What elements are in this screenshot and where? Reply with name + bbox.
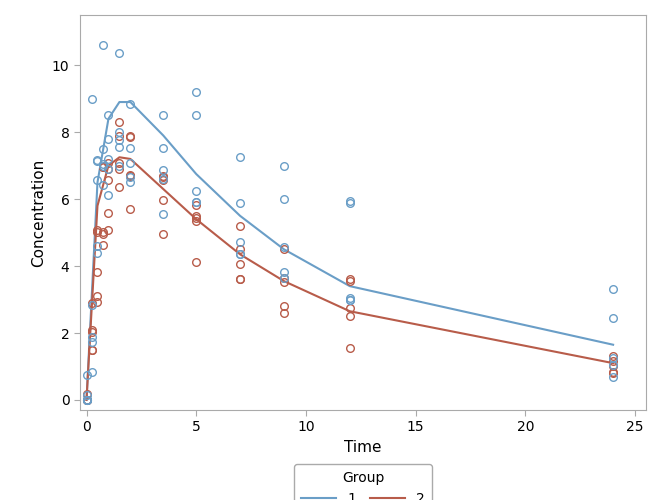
X-axis label: Time: Time bbox=[344, 440, 382, 455]
Legend: 1, 2: 1, 2 bbox=[294, 464, 432, 500]
Y-axis label: Concentration: Concentration bbox=[31, 158, 47, 266]
